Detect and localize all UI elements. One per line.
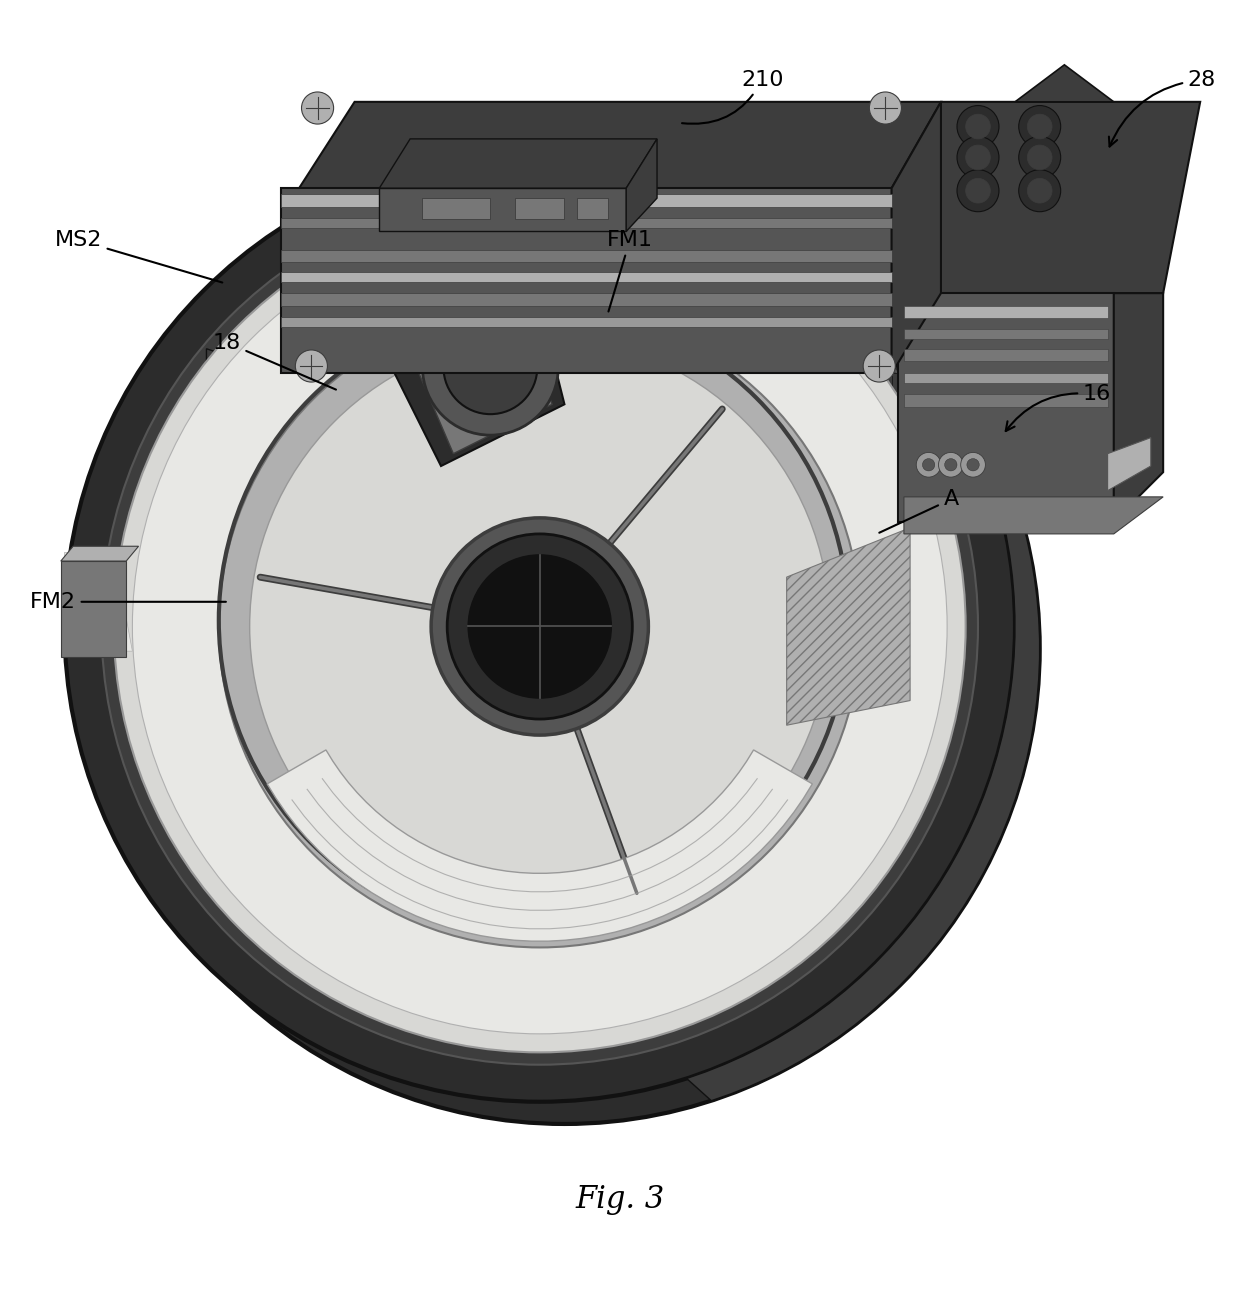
Circle shape — [957, 106, 999, 147]
Circle shape — [295, 350, 327, 382]
Polygon shape — [280, 272, 892, 283]
Polygon shape — [417, 330, 552, 454]
Text: MS2: MS2 — [55, 230, 222, 283]
Polygon shape — [892, 373, 898, 546]
Polygon shape — [1107, 437, 1151, 490]
Circle shape — [957, 137, 999, 178]
Circle shape — [966, 115, 991, 139]
Polygon shape — [280, 316, 892, 326]
Circle shape — [863, 350, 895, 382]
Circle shape — [967, 459, 980, 471]
Polygon shape — [1114, 293, 1163, 521]
Circle shape — [1019, 170, 1060, 212]
Text: FM2: FM2 — [30, 592, 226, 611]
Polygon shape — [280, 188, 892, 373]
Circle shape — [249, 337, 830, 917]
Circle shape — [448, 534, 632, 719]
Circle shape — [966, 144, 991, 170]
Polygon shape — [687, 174, 1039, 1100]
Text: 210: 210 — [682, 70, 784, 124]
Circle shape — [301, 92, 334, 124]
Polygon shape — [626, 139, 657, 231]
Circle shape — [133, 219, 947, 1033]
Polygon shape — [515, 199, 564, 219]
Circle shape — [64, 151, 1016, 1102]
Polygon shape — [904, 497, 1163, 534]
Polygon shape — [423, 199, 490, 219]
Text: FM1: FM1 — [606, 230, 653, 311]
Polygon shape — [892, 102, 941, 373]
Polygon shape — [786, 528, 910, 725]
Polygon shape — [379, 139, 657, 188]
Circle shape — [923, 459, 935, 471]
Polygon shape — [904, 306, 1107, 317]
Circle shape — [1019, 137, 1060, 178]
Polygon shape — [280, 218, 892, 228]
Polygon shape — [904, 329, 1107, 339]
Text: 18: 18 — [212, 333, 336, 390]
Polygon shape — [904, 395, 1107, 406]
Text: 16: 16 — [1006, 384, 1111, 431]
Polygon shape — [299, 102, 941, 188]
Circle shape — [961, 453, 986, 477]
Polygon shape — [898, 293, 1114, 521]
Circle shape — [966, 178, 991, 203]
Circle shape — [102, 188, 978, 1064]
Polygon shape — [280, 250, 892, 262]
Circle shape — [444, 320, 537, 414]
Circle shape — [1028, 115, 1052, 139]
Circle shape — [423, 299, 558, 435]
Polygon shape — [1016, 64, 1114, 102]
Polygon shape — [379, 306, 564, 466]
Polygon shape — [577, 199, 608, 219]
Circle shape — [114, 201, 966, 1053]
Polygon shape — [267, 749, 812, 942]
Text: A: A — [879, 489, 959, 533]
Polygon shape — [898, 102, 1200, 293]
Polygon shape — [61, 546, 139, 561]
Circle shape — [1019, 106, 1060, 147]
Circle shape — [432, 517, 649, 735]
Polygon shape — [904, 373, 1107, 383]
Circle shape — [957, 170, 999, 212]
Polygon shape — [61, 561, 126, 658]
Polygon shape — [64, 552, 133, 651]
Polygon shape — [379, 188, 626, 231]
Circle shape — [469, 555, 611, 698]
Circle shape — [89, 173, 1039, 1124]
Text: 28: 28 — [1109, 70, 1216, 147]
Circle shape — [916, 453, 941, 477]
Circle shape — [1028, 178, 1052, 203]
Polygon shape — [207, 348, 280, 602]
Circle shape — [945, 459, 957, 471]
Circle shape — [869, 92, 901, 124]
Circle shape — [218, 306, 861, 947]
Polygon shape — [904, 348, 1107, 361]
Polygon shape — [280, 195, 892, 206]
Text: Fig. 3: Fig. 3 — [575, 1184, 665, 1215]
Polygon shape — [280, 293, 892, 306]
Circle shape — [1028, 144, 1052, 170]
Circle shape — [939, 453, 963, 477]
